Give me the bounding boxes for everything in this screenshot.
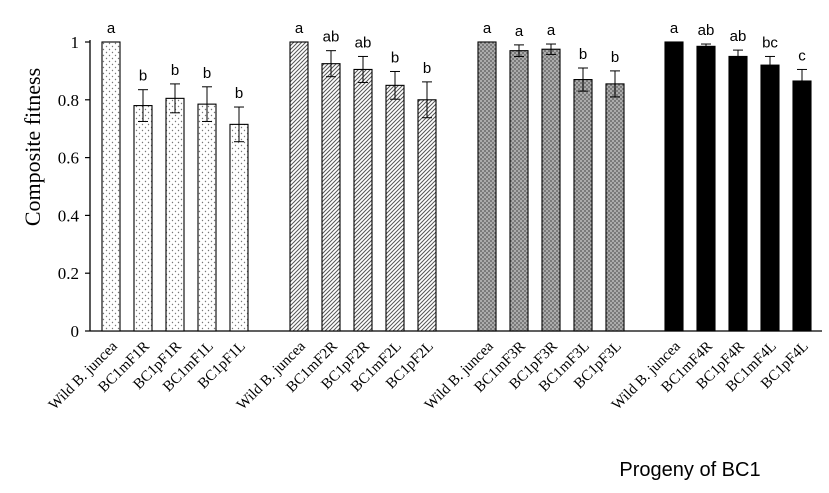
y-tick-label: 0: [71, 322, 80, 341]
bar: [605, 83, 625, 332]
bars-layer: [101, 41, 812, 332]
significance-label: b: [611, 49, 619, 66]
significance-label: a: [547, 22, 556, 39]
significance-label: a: [483, 20, 492, 37]
significance-label: b: [171, 62, 179, 79]
bar: [664, 41, 684, 332]
bar: [321, 63, 341, 332]
significance-label: ab: [355, 34, 372, 51]
bar: [728, 55, 748, 332]
y-tick-label: 0.8: [58, 91, 79, 110]
significance-label: b: [579, 46, 587, 63]
bar: [229, 123, 249, 332]
bar: [289, 41, 309, 332]
y-tick-label: 0.6: [58, 149, 79, 168]
bar: [197, 103, 217, 332]
bar: [101, 41, 121, 332]
bar: [696, 45, 716, 332]
bar: [573, 79, 593, 332]
significance-label: b: [423, 60, 431, 77]
significance-label: a: [670, 20, 679, 37]
bar: [792, 80, 812, 332]
significance-label: ab: [698, 22, 715, 39]
y-tick-label: 1: [71, 33, 80, 52]
significance-label: a: [107, 20, 116, 37]
bar: [353, 68, 373, 332]
significance-label: b: [235, 85, 243, 102]
significance-label: a: [515, 23, 524, 40]
bar: [133, 105, 153, 332]
significance-label: bc: [762, 34, 778, 51]
y-axis-label: Composite fitness: [20, 68, 45, 226]
bar: [541, 48, 561, 332]
bar: [509, 50, 529, 332]
significance-label: b: [203, 65, 211, 82]
significance-label: b: [139, 68, 147, 85]
significance-label: ab: [323, 29, 340, 46]
bar: [165, 97, 185, 332]
significance-label: c: [798, 47, 806, 64]
bar: [417, 99, 437, 332]
bar: [760, 64, 780, 332]
significance-label: ab: [730, 28, 747, 45]
x-axis-label: Progeny of BC1: [619, 459, 760, 481]
y-tick-label: 0.4: [58, 206, 80, 225]
significance-label: a: [295, 20, 304, 37]
bar: [385, 84, 405, 332]
y-tick-label: 0.2: [58, 264, 79, 283]
bar: [477, 41, 497, 332]
significance-label: b: [391, 49, 399, 66]
